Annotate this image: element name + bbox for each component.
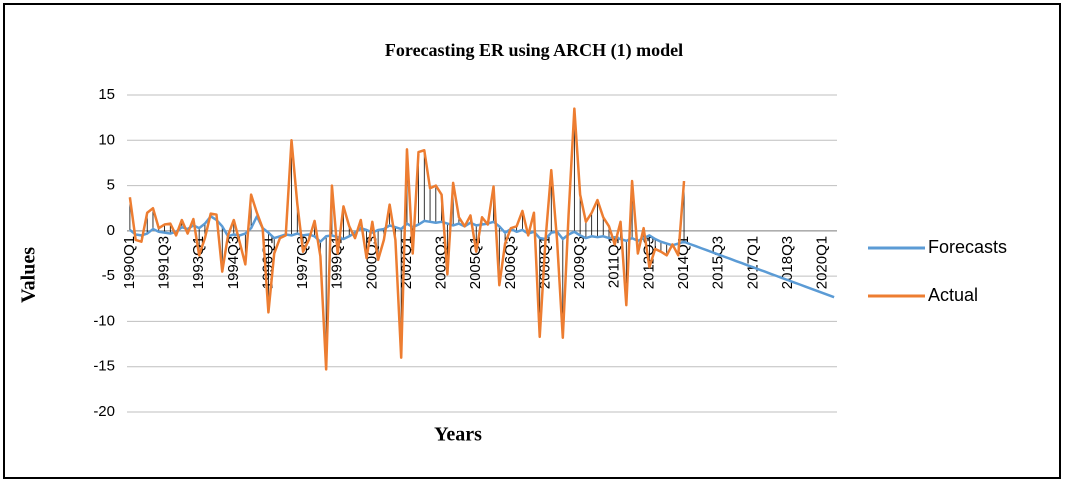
x-tick-label: 2020Q1 xyxy=(814,236,831,289)
x-tick-label: 1990Q1 xyxy=(121,236,138,289)
legend-label: Actual xyxy=(928,285,978,305)
y-tick-label: -15 xyxy=(93,358,115,375)
x-axis-label: Years xyxy=(434,424,482,446)
x-tick-label: 2015Q3 xyxy=(710,236,727,289)
x-tick-label: 2009Q3 xyxy=(571,236,588,289)
x-tick-label: 1994Q3 xyxy=(225,236,242,289)
x-tick-label: 2005Q1 xyxy=(467,236,484,289)
y-tick-label: -5 xyxy=(102,267,115,284)
y-tick-label: -20 xyxy=(93,403,115,420)
y-tick-label: 15 xyxy=(98,86,115,103)
x-tick-label: 1997Q3 xyxy=(294,236,311,289)
x-tick-label: 2006Q3 xyxy=(502,236,519,289)
y-tick-label: 0 xyxy=(107,222,115,239)
legend-label: Forecasts xyxy=(928,237,1007,257)
chart-title: Forecasting ER using ARCH (1) model xyxy=(385,40,683,61)
x-tick-label: 2018Q3 xyxy=(779,236,796,289)
y-tick-label: -10 xyxy=(93,312,115,329)
y-axis-label: Values xyxy=(18,247,40,303)
y-tick-label: 10 xyxy=(98,131,115,148)
chart-frame xyxy=(3,3,1061,479)
series-line xyxy=(128,107,686,371)
x-tick-label: 2011Q1 xyxy=(606,236,623,288)
x-tick-label: 2017Q1 xyxy=(744,236,761,289)
x-tick-label: 1991Q3 xyxy=(155,236,172,289)
y-tick-label: 5 xyxy=(107,177,115,194)
x-tick-label: 1999Q1 xyxy=(329,236,346,289)
x-tick-label: 1993Q1 xyxy=(190,236,207,289)
x-tick-label: 2002Q1 xyxy=(398,236,415,289)
